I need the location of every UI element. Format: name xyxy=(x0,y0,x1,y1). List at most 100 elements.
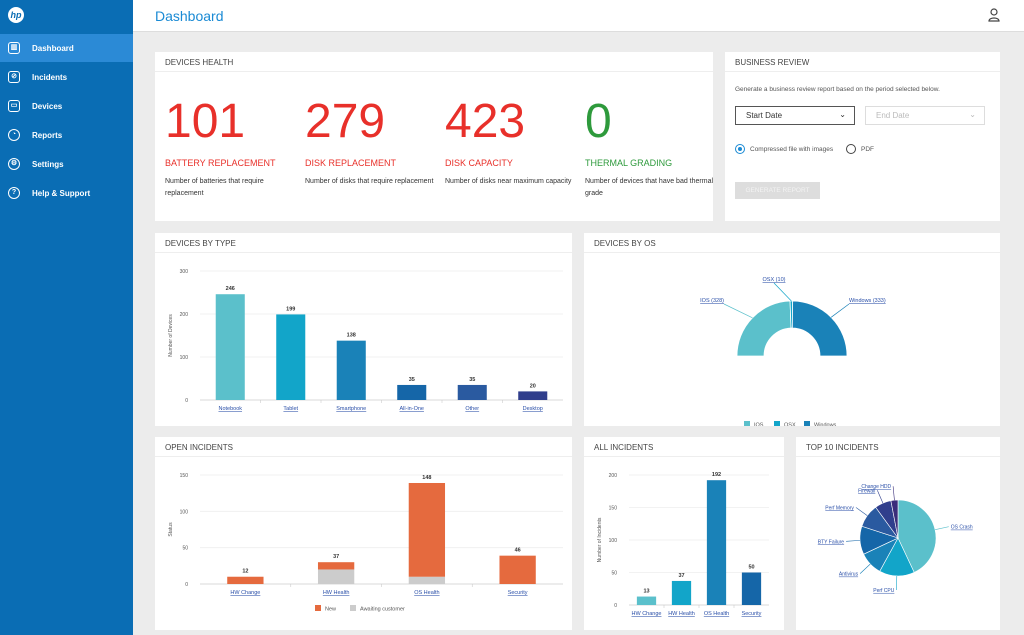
stat-description: Number of disks that require replacement xyxy=(305,178,434,185)
business-review-description: Generate a business review report based … xyxy=(735,86,940,93)
sidebar-item-reports[interactable]: ◔ Reports xyxy=(0,121,133,149)
x-tick-label[interactable]: Security xyxy=(742,611,762,617)
sidebar-item-incidents[interactable]: ⊘ Incidents xyxy=(0,63,133,91)
y-axis-label: Status xyxy=(168,522,174,537)
business-review-card: BUSINESS REVIEW Generate a business revi… xyxy=(725,52,1000,221)
start-date-value: Start Date xyxy=(746,111,783,120)
data-label: 246 xyxy=(226,286,235,292)
card-title: BUSINESS REVIEW xyxy=(725,52,1000,72)
x-tick-label[interactable]: HW Health xyxy=(323,590,350,596)
slice-label[interactable]: OSX (10) xyxy=(763,277,786,283)
chart: 0 100 200 300 Number of Devices 246 Notebook 19… xyxy=(168,269,563,412)
leader-line xyxy=(846,540,861,542)
sidebar-item-label: Incidents xyxy=(32,72,68,82)
bar-segment xyxy=(408,576,446,584)
x-tick-label[interactable]: Desktop xyxy=(523,406,543,412)
radio-label: Compressed file with images xyxy=(750,145,834,153)
slice-label[interactable]: IOS (328) xyxy=(700,298,724,304)
slice-label[interactable]: Windows (333) xyxy=(849,298,886,304)
legend-label: OSX xyxy=(784,423,796,427)
bar xyxy=(397,384,427,400)
stat-label: THERMAL GRADING xyxy=(585,158,673,168)
x-tick-label[interactable]: Other xyxy=(465,406,479,412)
y-tick-label: 100 xyxy=(180,509,189,515)
x-tick-label[interactable]: Tablet xyxy=(283,406,298,412)
x-tick-label[interactable]: HW Change xyxy=(230,590,260,596)
donut-slice xyxy=(736,300,792,357)
radio-compressed[interactable]: Compressed file with images xyxy=(735,144,833,154)
leader-line xyxy=(892,486,895,501)
user-icon[interactable] xyxy=(988,8,1000,22)
bandage-icon: ⊘ xyxy=(8,71,20,83)
x-tick-label[interactable]: Smartphone xyxy=(336,406,366,412)
slice-label[interactable]: OS Crash xyxy=(951,525,973,531)
health-stat[interactable]: 0 THERMAL GRADING Number of devices that h… xyxy=(585,94,715,200)
x-tick-label[interactable]: OS Health xyxy=(704,611,729,617)
slice-label[interactable]: Perf Memory xyxy=(825,505,854,511)
slice-label[interactable]: BTY Failure xyxy=(818,539,845,545)
chart: 0 50 100 150 Status 12 HW Change 37 HW Health 148… xyxy=(168,473,563,613)
health-stat[interactable]: 279 DISK REPLACEMENT Number of disks that … xyxy=(305,94,435,188)
y-tick-label: 100 xyxy=(180,355,189,361)
leader-line xyxy=(877,490,884,504)
bar xyxy=(518,391,548,400)
slice-label[interactable]: Change HDD xyxy=(861,484,891,490)
bar-segment xyxy=(499,555,536,584)
sidebar-item-dashboard[interactable]: ▥ Dashboard xyxy=(0,34,133,62)
x-tick-label[interactable]: HW Health xyxy=(668,611,695,617)
sidebar-item-label: Help & Support xyxy=(32,188,91,198)
card-title: TOP 10 INCIDENTS xyxy=(796,437,1000,457)
bar xyxy=(336,340,366,400)
y-tick-label: 150 xyxy=(180,473,189,479)
x-tick-label[interactable]: HW Change xyxy=(632,611,662,617)
y-tick-label: 300 xyxy=(180,269,189,275)
bar xyxy=(741,572,762,605)
bar xyxy=(457,384,487,400)
data-label: 35 xyxy=(409,377,415,383)
y-axis-label: Number of Incidents xyxy=(597,517,603,562)
sidebar-item-label: Devices xyxy=(32,101,63,111)
y-axis-label: Number of Devices xyxy=(168,314,174,357)
health-stat[interactable]: 101 BATTERY REPLACEMENT Number of batterie… xyxy=(165,94,295,200)
stat-number: 101 xyxy=(165,95,246,148)
legend-swatch xyxy=(315,605,321,611)
stat-label: DISK CAPACITY xyxy=(445,158,513,168)
start-date-select[interactable]: Start Date ⌄ xyxy=(735,106,855,125)
data-label: 46 xyxy=(515,548,521,554)
sidebar-item-help-support[interactable]: ? Help & Support xyxy=(0,179,133,207)
bar-segment xyxy=(227,576,264,584)
radio-unchecked-icon xyxy=(846,144,856,154)
slice-label[interactable]: Antivirus xyxy=(839,572,859,578)
y-tick-label: 0 xyxy=(185,398,188,404)
slice-label[interactable]: Firewall xyxy=(858,488,875,494)
health-stat[interactable]: 423 DISK CAPACITY Number of disks near max… xyxy=(445,94,575,188)
bar-segment xyxy=(317,562,355,570)
leader-line xyxy=(855,507,868,516)
end-date-select[interactable]: End Date ⌄ xyxy=(865,106,985,125)
x-tick-label[interactable]: Security xyxy=(508,590,528,596)
radio-pdf[interactable]: PDF xyxy=(846,144,874,154)
donut-slice xyxy=(791,300,848,357)
generate-report-button[interactable]: GENERATE REPORT xyxy=(735,182,820,199)
end-date-value: End Date xyxy=(876,111,910,120)
question-icon: ? xyxy=(8,187,20,199)
stat-description: Number of disks near maximum capacity xyxy=(445,178,572,185)
leader-line xyxy=(935,526,949,531)
x-tick-label[interactable]: All-in-One xyxy=(400,406,424,412)
card-title: ALL INCIDENTS xyxy=(584,437,784,457)
y-tick-label: 0 xyxy=(614,603,617,609)
card-title: DEVICES HEALTH xyxy=(155,52,713,72)
sidebar-item-devices[interactable]: ▭ Devices xyxy=(0,92,133,120)
all-incidents-card: ALL INCIDENTS 0 50 100 150 200 Number of Incid… xyxy=(584,437,784,630)
radio-checked-icon xyxy=(735,144,745,154)
x-tick-label[interactable]: OS Health xyxy=(414,590,439,596)
slice-label[interactable]: Perf CPU xyxy=(873,588,895,594)
sidebar-item-settings[interactable]: ⚙ Settings xyxy=(0,150,133,178)
y-tick-label: 0 xyxy=(185,582,188,588)
x-tick-label[interactable]: Notebook xyxy=(218,406,242,412)
legend-swatch xyxy=(804,421,810,427)
bar-segment xyxy=(408,482,446,577)
data-label: 199 xyxy=(286,306,295,312)
data-label: 192 xyxy=(712,472,721,478)
legend-label: Windows xyxy=(814,423,837,427)
